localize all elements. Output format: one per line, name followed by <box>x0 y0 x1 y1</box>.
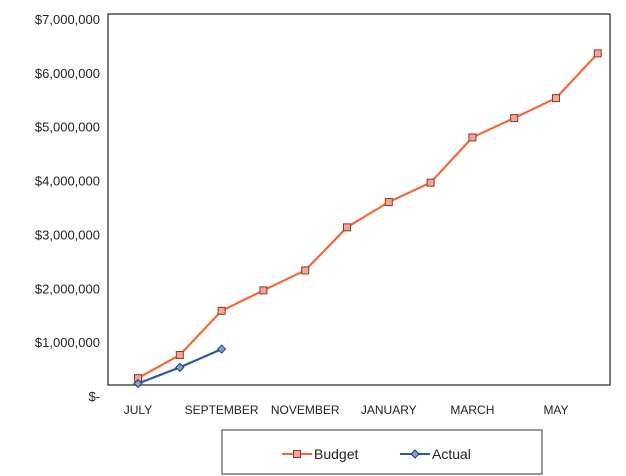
data-point-budget <box>593 49 602 58</box>
y-axis-ticks: $- $1,000,000 $2,000,000 $3,000,000 $4,000,0… <box>35 12 100 404</box>
legend: Budget Actual <box>221 429 543 475</box>
y-tick-label: $4,000,000 <box>35 174 100 189</box>
x-tick-label: MAY <box>543 403 568 417</box>
x-tick-label: JANUARY <box>361 403 417 417</box>
series-markers <box>133 49 602 389</box>
x-tick-label: NOVEMBER <box>271 403 340 417</box>
data-point-budget <box>343 223 351 232</box>
data-point-budget <box>426 178 435 187</box>
y-tick-label: $7,000,000 <box>35 12 100 27</box>
x-tick-label: MARCH <box>450 403 494 417</box>
legend-marker-budget <box>293 450 301 458</box>
y-tick-label: $6,000,000 <box>35 66 100 81</box>
y-tick-label: $2,000,000 <box>35 281 100 296</box>
y-tick-label: $- <box>88 389 100 404</box>
data-point-budget <box>552 94 560 103</box>
data-point-budget <box>301 266 310 275</box>
data-point-budget <box>384 198 393 207</box>
data-point-budget <box>468 133 477 142</box>
data-point-actual <box>175 362 185 373</box>
legend-label-actual: Actual <box>432 446 471 462</box>
legend-marker-actual <box>410 449 420 459</box>
legend-label-budget: Budget <box>314 446 358 462</box>
data-point-budget <box>510 114 519 123</box>
x-tick-label: JULY <box>124 403 152 417</box>
legend-box <box>221 429 543 475</box>
data-point-budget <box>175 350 184 359</box>
data-point-budget <box>217 306 226 315</box>
data-point-actual <box>133 378 143 389</box>
x-tick-label: SEPTEMBER <box>185 403 259 417</box>
plot-frame <box>107 13 611 386</box>
series-line-budget <box>137 52 599 380</box>
data-point-budget <box>259 286 268 295</box>
y-tick-label: $3,000,000 <box>35 227 100 242</box>
data-point-actual <box>216 344 227 354</box>
y-tick-label: $1,000,000 <box>35 335 100 350</box>
series-lines <box>137 52 599 385</box>
x-axis-ticks: JULY SEPTEMBER NOVEMBER JANUARY MARCH MAY <box>124 403 569 417</box>
y-tick-label: $5,000,000 <box>35 120 100 135</box>
